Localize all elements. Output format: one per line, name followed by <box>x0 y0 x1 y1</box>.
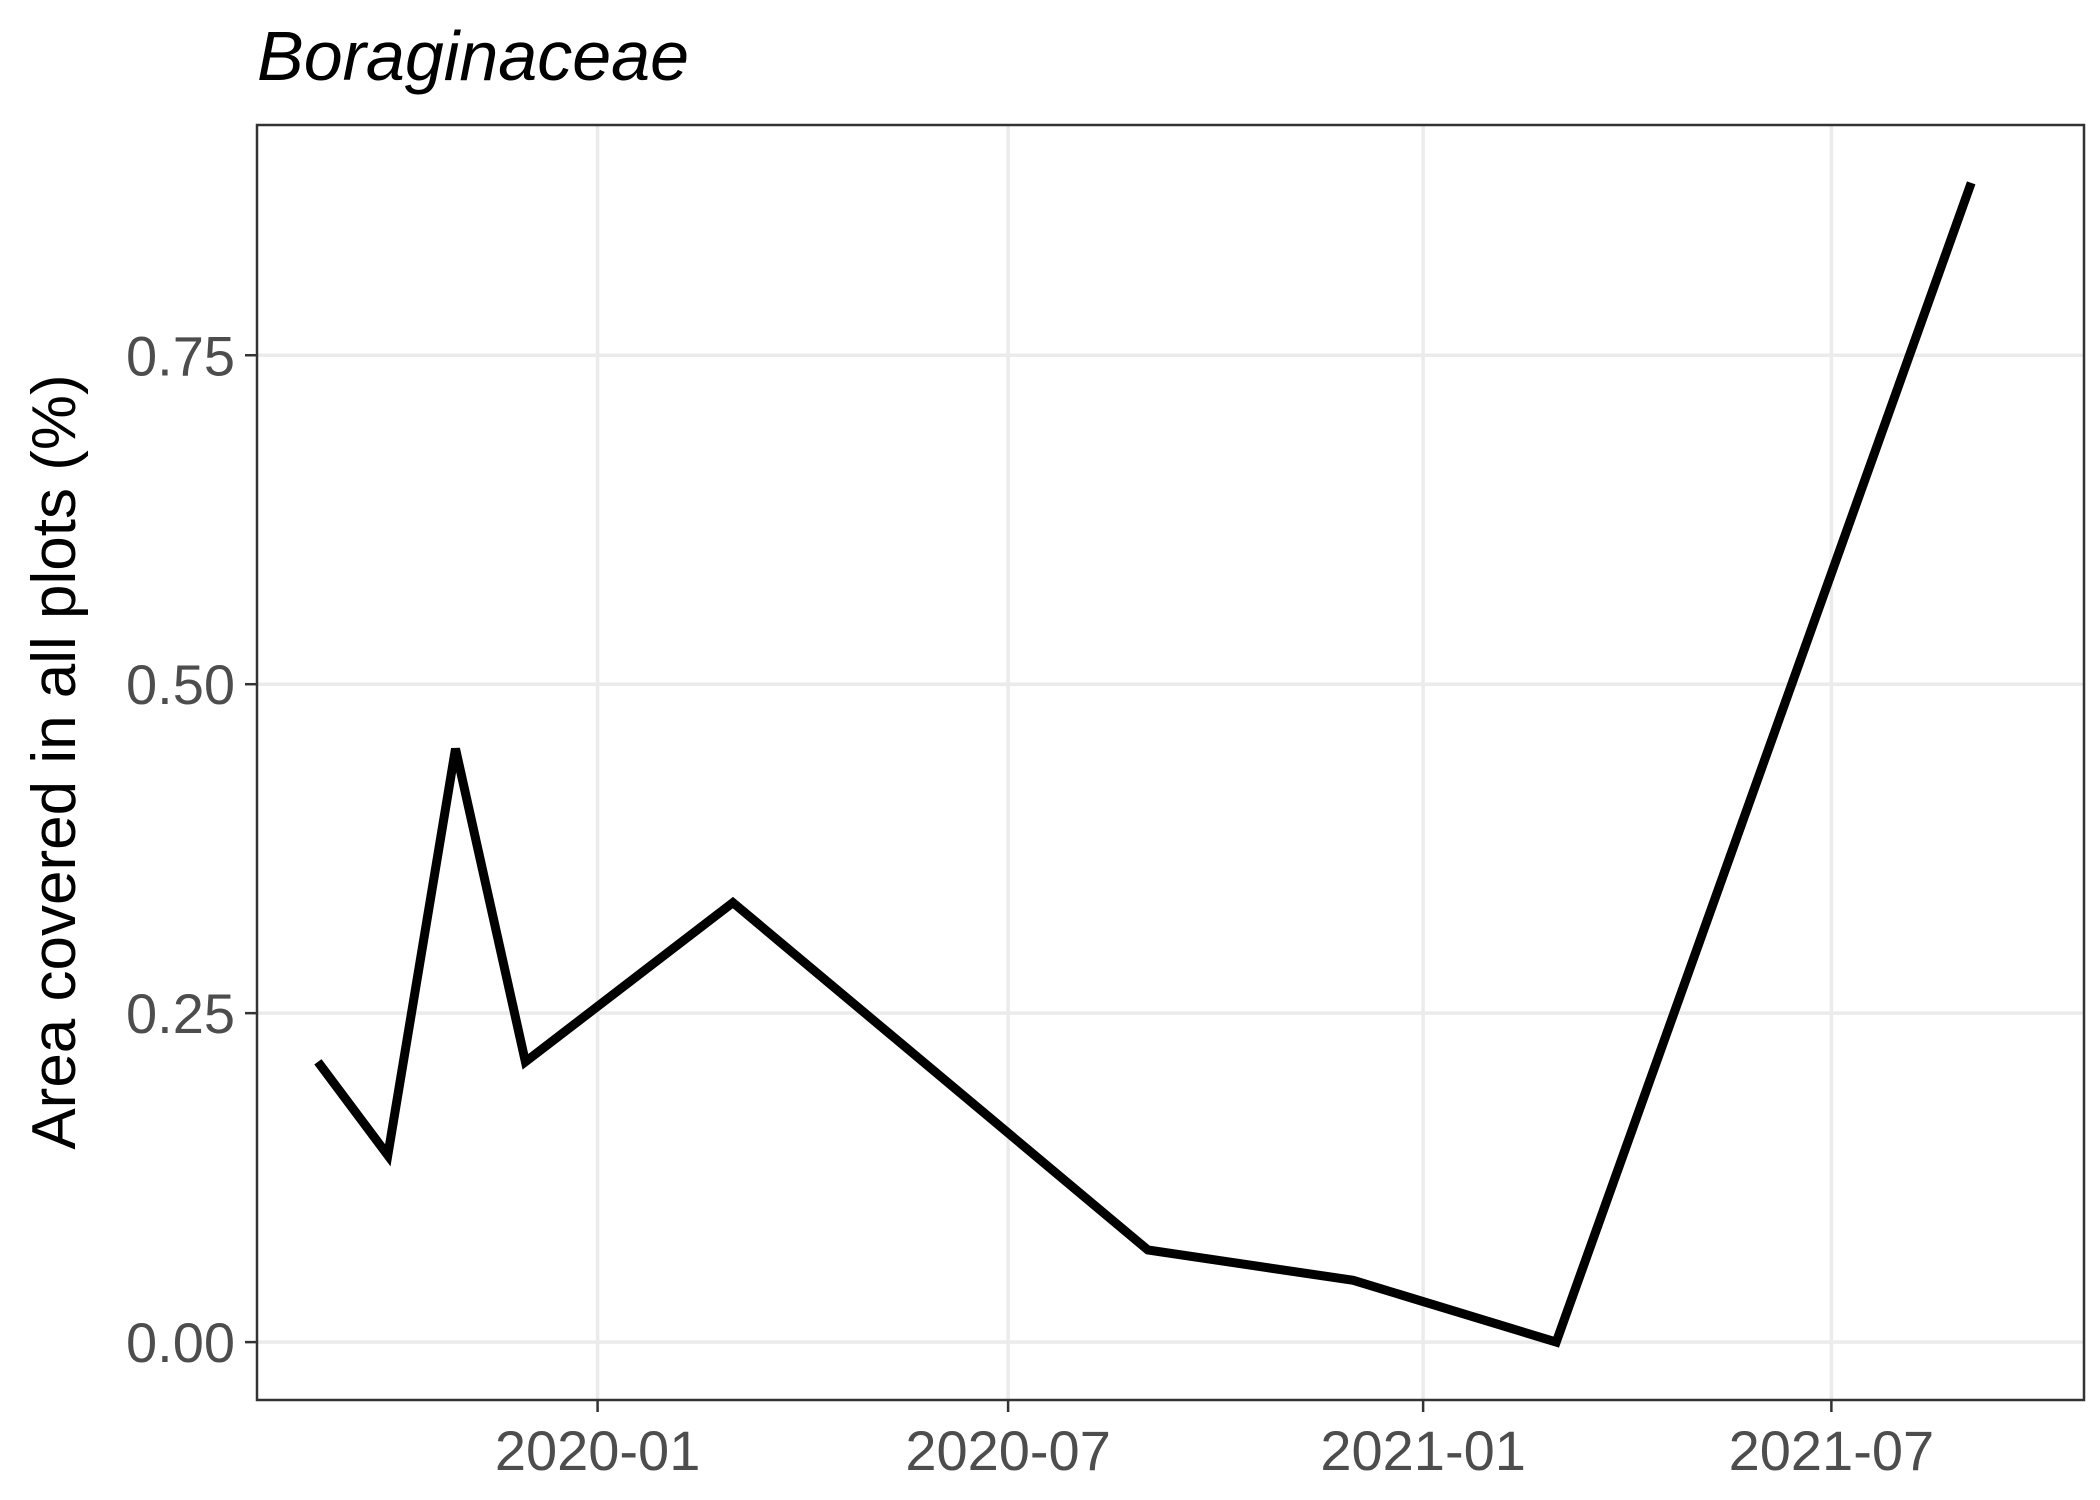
y-tick-label: 0.00 <box>126 1311 235 1374</box>
plot-panel-border <box>255 123 2086 1402</box>
y-tick-label: 0.50 <box>126 653 235 716</box>
x-tick-label: 2020-07 <box>905 1419 1111 1482</box>
y-axis-label: Area covered in all plots (%) <box>20 374 89 1149</box>
x-tick-label: 2020-01 <box>495 1419 701 1482</box>
x-tick-label: 2021-01 <box>1320 1419 1526 1482</box>
gridlines <box>257 125 2084 1400</box>
y-tick-label: 0.75 <box>126 324 235 387</box>
axis-ticks: 0.00 0.25 0.50 0.75 2020-01 2020-07 2021-01 202… <box>126 324 1934 1482</box>
chart-title: Boraginaceae <box>257 17 689 95</box>
y-tick-label: 0.25 <box>126 982 235 1045</box>
x-tick-label: 2021-07 <box>1729 1419 1935 1482</box>
series-layer <box>314 181 1976 1348</box>
series-line <box>314 181 1976 1348</box>
